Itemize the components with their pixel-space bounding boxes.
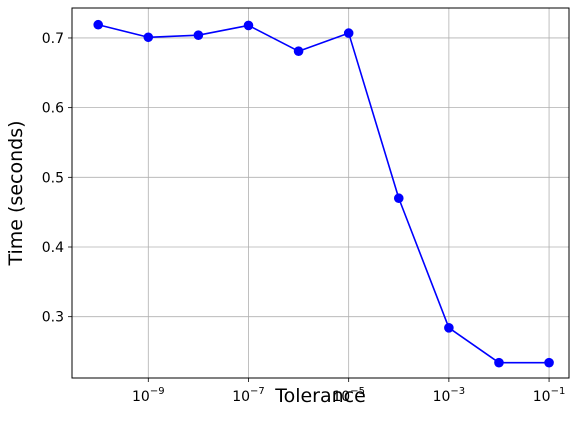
- x-tick-label: 10−7: [232, 386, 265, 405]
- data-point: [293, 46, 304, 57]
- data-point: [343, 28, 354, 38]
- y-axis-label: Time (seconds): [5, 120, 27, 266]
- data-point: [243, 20, 254, 31]
- y-tick-label: 0.7: [42, 31, 64, 47]
- x-tick-label: 10−3: [433, 386, 466, 405]
- plot-frame: [71, 7, 570, 379]
- data-point: [444, 323, 454, 333]
- data-point: [93, 19, 103, 30]
- y-tick-label: 0.4: [42, 240, 64, 256]
- data-point: [494, 357, 504, 368]
- x-tick-label: 10−1: [533, 386, 566, 405]
- data-point: [193, 30, 204, 40]
- data-point: [544, 357, 554, 368]
- series-line: [97, 23, 550, 364]
- x-tick-label: 10−5: [332, 386, 365, 405]
- y-tick-label: 0.6: [42, 101, 64, 117]
- data-point: [393, 193, 404, 204]
- series-layer: [93, 19, 554, 368]
- grid-layer: [72, 8, 569, 378]
- tick-layer: 10−9 10−7 10−5 10−3 10−1 0.3 0.4 0.5 0.6 0.7: [42, 31, 566, 405]
- y-tick-label: 0.3: [42, 310, 64, 326]
- x-tick-label: 10−9: [132, 386, 165, 405]
- y-tick-label: 0.5: [42, 170, 64, 186]
- x-axis-label: Tolerance: [274, 385, 366, 407]
- data-point: [143, 32, 154, 43]
